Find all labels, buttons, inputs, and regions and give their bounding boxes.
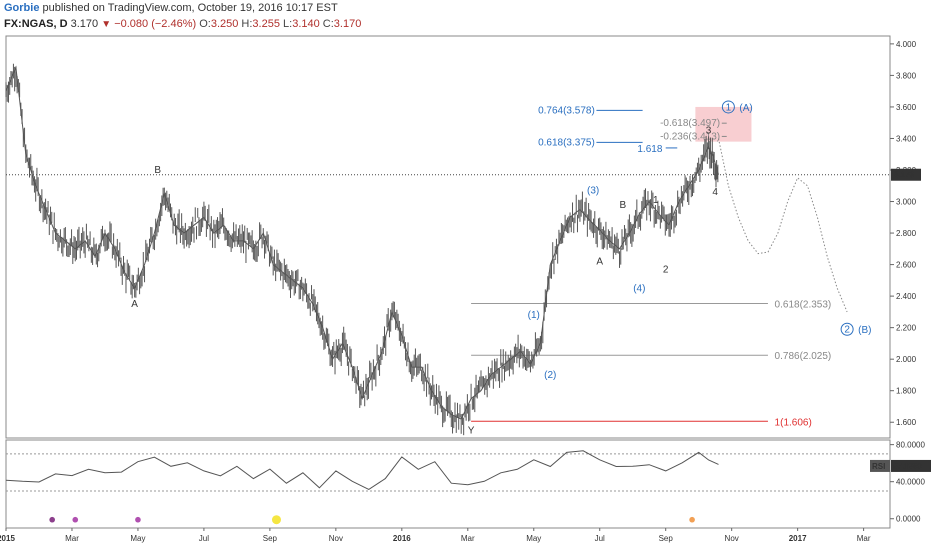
wave-label: 4 [712, 187, 718, 198]
target-zone [695, 106, 752, 142]
chart-header-quote: FX:NGAS, D 3.170 ▼ −0.080 (−2.46%) O:3.2… [4, 18, 361, 30]
wave-label: 1 [653, 195, 659, 206]
time-axis: 2015 Mar May Jul Sep Nov 2016 Mar May Jul Sep Nov 20… [0, 527, 890, 543]
price-tick-label: 2.600 [896, 261, 917, 270]
time-tick-label: Mar [857, 534, 871, 543]
wave-label: (2) [544, 370, 556, 381]
wave-circle-icon [721, 100, 735, 114]
price-tick-label: 3.400 [896, 134, 917, 143]
rsi-value-tag [891, 459, 931, 472]
indicator-dot [271, 515, 281, 525]
rsi-tick-label: 40.0000 [896, 478, 925, 487]
indicator-dot [72, 516, 79, 523]
symbol-label: FX:NGAS, D [4, 18, 68, 30]
rsi-pane-border [5, 439, 891, 529]
price-tick-label: 1.800 [896, 387, 917, 396]
time-tick-label: 2017 [789, 534, 807, 543]
time-tick-label: Jul [199, 534, 209, 543]
time-tick-label: Nov [725, 534, 739, 543]
publish-info: published on TradingView.com, October 19… [42, 2, 338, 14]
author-name[interactable]: Gorbie [4, 2, 40, 14]
zone-level-label: -0.618(3.497) [660, 118, 720, 129]
down-arrow-icon: ▼ [101, 19, 112, 30]
indicator-dot [49, 516, 55, 523]
time-tick-label: Nov [329, 534, 343, 543]
price-tick-label: 4.000 [896, 40, 917, 49]
time-tick-label: Mar [65, 534, 79, 543]
close-value: 3.170 [333, 18, 362, 30]
rsi-line [5, 450, 719, 490]
wave-label: B [619, 200, 626, 211]
wave-label: (4) [633, 283, 645, 294]
open-value: 3.250 [210, 18, 239, 30]
wave-circle-suffix: (B) [858, 325, 871, 336]
projection-path [718, 138, 848, 313]
chart-header-publisher: Gorbie published on TradingView.com, Oct… [4, 2, 338, 14]
last-price-tag-text: 3.170 [894, 171, 915, 180]
fib-label: 0.618(2.353) [775, 300, 832, 311]
close-label: C: [322, 18, 334, 30]
wave-circle-number: 1 [726, 102, 732, 113]
last-price: 3.170 [70, 18, 99, 30]
wave-labels: A B Y (1) (2) (3) A B (4) 1 2 3 4 1 (A) 2 (B) [131, 100, 871, 436]
price-tick-label: 2.200 [896, 324, 917, 333]
price-series [5, 63, 848, 436]
price-axis: 4.0003.8003.6003.4003.2003.0002.8002.600… [890, 40, 917, 427]
rsi-label-text: RSI [872, 462, 885, 471]
wave-label: B [154, 165, 161, 176]
last-price-tag [891, 168, 921, 181]
time-tick-label: Mar [461, 534, 475, 543]
rsi-label-tag [870, 459, 890, 472]
open-label: O: [199, 18, 211, 30]
indicator-dot [689, 516, 695, 523]
time-tick-label: Sep [659, 534, 674, 543]
price-tick-label: 2.000 [896, 355, 917, 364]
low-value: 3.140 [292, 18, 320, 30]
rsi-panel: 80.0000 40.0000 0.0000 RSI 57.1989 [5, 441, 931, 525]
wave-circle-suffix: (A) [739, 103, 752, 114]
wave-circle-icon [840, 322, 854, 336]
rsi-tick-label: 80.0000 [896, 441, 925, 450]
fib-label: 0.786(2.025) [775, 351, 832, 362]
blue-fib-label: 0.618(3.375) [538, 137, 595, 148]
wave-label: Y [468, 425, 475, 436]
blue-fib-label: 1.618 [637, 144, 662, 155]
fib-label: 1(1.606) [775, 417, 812, 428]
time-tick-label: 2016 [393, 534, 411, 543]
wave-label: 2 [663, 264, 669, 275]
annotation-layer: 3.170 0.618(2.353) 0.786(2.025) 1(1.606) 0.7… [6, 105, 921, 428]
time-tick-label: 2015 [0, 534, 15, 543]
blue-fib-label: 0.764(3.578) [538, 105, 595, 116]
price-line [5, 65, 719, 420]
price-tick-label: 3.800 [896, 71, 917, 80]
wave-label: (3) [587, 186, 599, 197]
indicator-dot [135, 516, 141, 523]
wave-circle-number: 2 [844, 325, 850, 336]
price-tick-label: 3.600 [896, 103, 917, 112]
wave-label: (1) [528, 310, 540, 321]
time-tick-label: Jul [595, 534, 605, 543]
price-pane-border [5, 35, 891, 439]
price-tick-label: 3.000 [896, 198, 917, 207]
price-change: −0.080 (−2.46%) [114, 18, 197, 30]
high-value: 3.255 [252, 18, 280, 30]
wave-label: 3 [706, 126, 712, 137]
time-tick-label: May [130, 534, 145, 543]
zone-level-label: -0.236(3.413) [660, 131, 720, 142]
price-tick-label: 1.600 [896, 418, 917, 427]
rsi-tick-label: 0.0000 [896, 515, 921, 524]
time-tick-label: Sep [263, 534, 278, 543]
low-label: L: [283, 18, 293, 30]
wave-label: A [131, 299, 138, 310]
rsi-value-text: 57.1989 [893, 462, 922, 471]
price-tick-label: 2.400 [896, 292, 917, 301]
time-tick-label: May [526, 534, 541, 543]
wave-label: A [596, 257, 603, 268]
price-tick-label: 2.800 [896, 229, 917, 238]
high-label: H: [241, 18, 253, 30]
